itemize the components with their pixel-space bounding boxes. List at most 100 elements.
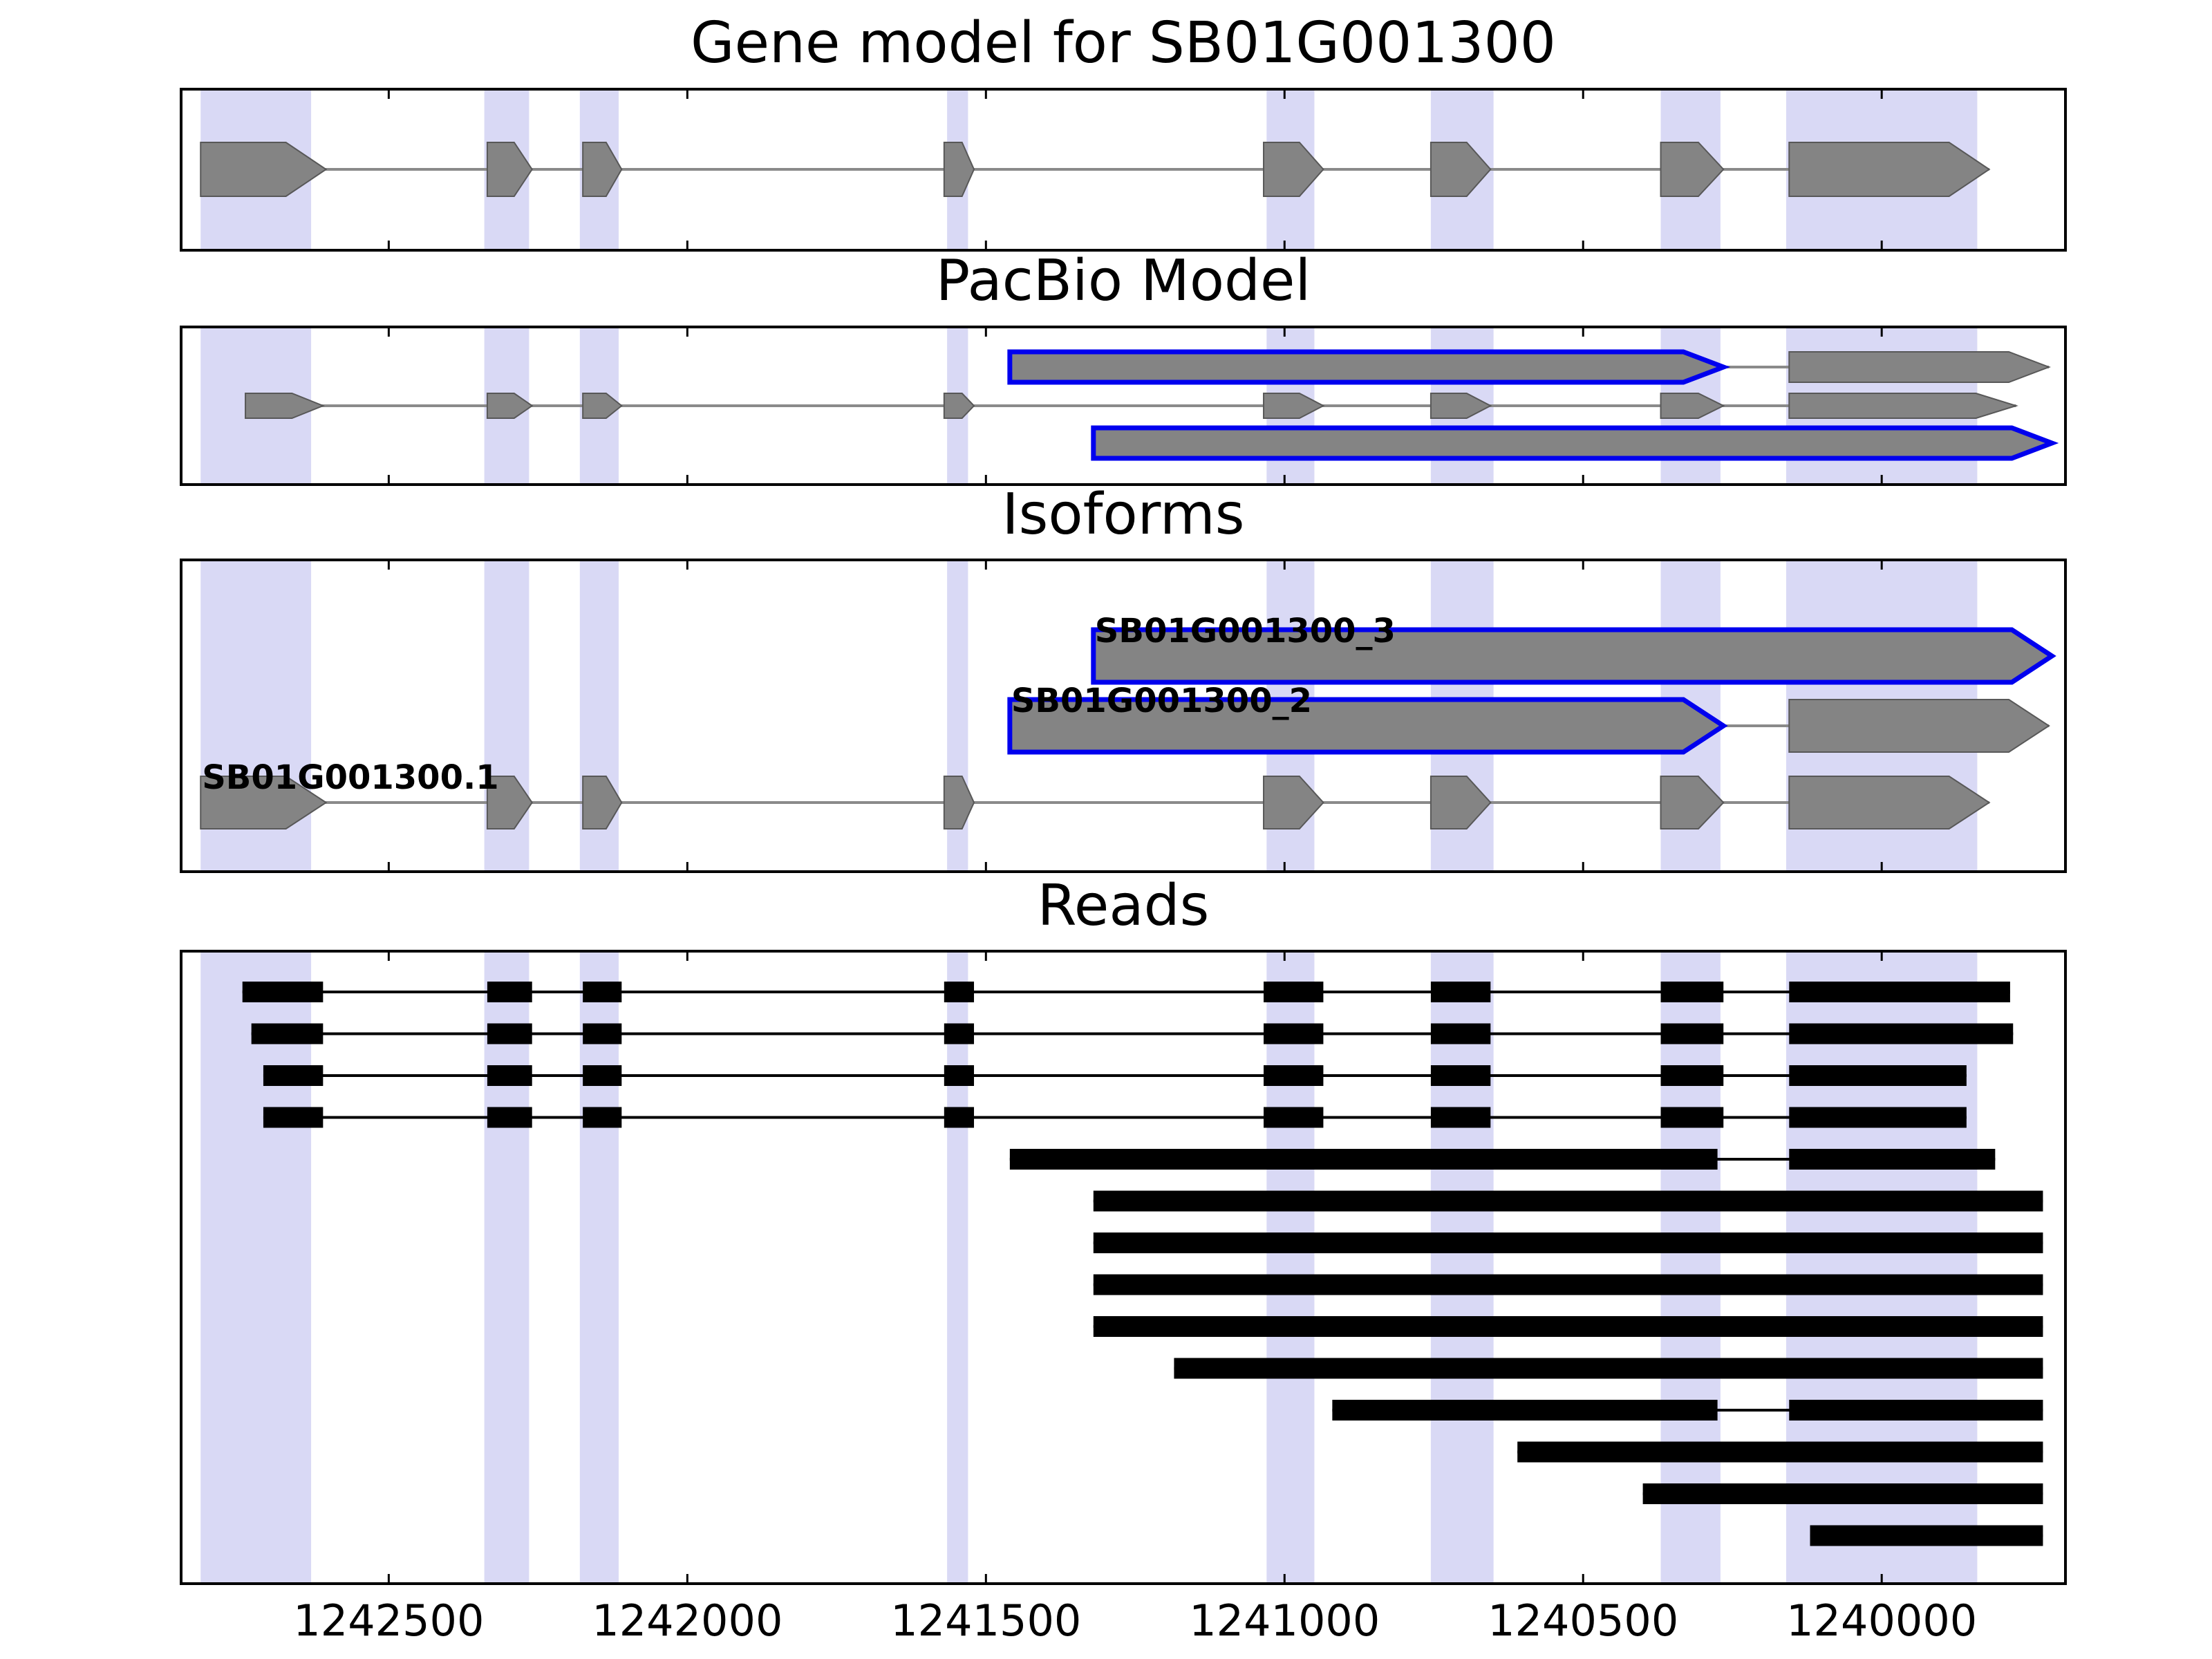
exon-highlight-band (579, 950, 619, 1585)
read-block (242, 982, 324, 1002)
exon-highlight-band (484, 950, 529, 1585)
exon-highlight-band (947, 950, 968, 1585)
exon (200, 142, 328, 197)
x-tick-label: 1241000 (1189, 1595, 1380, 1646)
read-block (1430, 1023, 1491, 1044)
exon (1263, 393, 1325, 419)
read-block (583, 1065, 622, 1086)
x-tick-label: 1242000 (592, 1595, 783, 1646)
read-block (263, 1107, 324, 1128)
exon (1430, 142, 1492, 197)
highlighted-exon (1091, 627, 2056, 685)
exon (1788, 776, 1991, 830)
read-block (1517, 1441, 2043, 1463)
read-block (1264, 1023, 1324, 1044)
read-block (1093, 1190, 2043, 1212)
reads-panel (180, 950, 2067, 1585)
exon-highlight-band (1785, 950, 1978, 1585)
read-block (1264, 1107, 1324, 1128)
read-block (1660, 1065, 1724, 1086)
isoform-label: SB01G001300_2 (1011, 682, 1312, 720)
exon (943, 393, 975, 419)
exon (1788, 393, 2018, 419)
panel-title-gene-model: Gene model for SB01G001300 (691, 10, 1556, 76)
exon-highlight-band (1266, 950, 1315, 1585)
exon (943, 142, 975, 197)
read-block (487, 1065, 532, 1086)
read-block (1093, 1274, 2043, 1295)
exon (1660, 393, 1725, 419)
isoforms-panel (180, 559, 2067, 873)
x-tick-label: 1241500 (890, 1595, 1082, 1646)
read-block (1789, 982, 2010, 1002)
exon (1660, 776, 1725, 830)
exon (943, 776, 975, 830)
read-block (1789, 1023, 2014, 1044)
read-block (1430, 1107, 1491, 1128)
read-block (1264, 1065, 1324, 1086)
panel-title-pacbio-model: PacBio Model (935, 248, 1311, 314)
read-block (1093, 1316, 2043, 1337)
reads-canvas (180, 950, 2067, 1585)
x-tick-label: 1240500 (1488, 1595, 1679, 1646)
exon (200, 776, 328, 830)
read-block (1642, 1483, 2043, 1504)
read-block (583, 1023, 622, 1044)
panel-title-isoforms: Isoforms (1002, 482, 1245, 547)
exon (582, 776, 623, 830)
exon (245, 393, 326, 419)
exon (582, 393, 623, 419)
read-block (1660, 1023, 1724, 1044)
x-tick-label: 1242500 (293, 1595, 485, 1646)
exon (582, 142, 623, 197)
exon (486, 142, 533, 197)
read-block (1810, 1525, 2043, 1546)
read-block (1789, 1107, 1967, 1128)
read-block (263, 1065, 324, 1086)
read-block (1430, 982, 1491, 1002)
isoform-label: SB01G001300_3 (1094, 612, 1396, 650)
exon (1660, 142, 1725, 197)
read-block (944, 1065, 975, 1086)
highlighted-exon (1007, 697, 1728, 755)
exon (1430, 776, 1492, 830)
read-block (944, 1023, 975, 1044)
exon (1263, 142, 1324, 197)
exon (1263, 776, 1324, 830)
exon (486, 393, 534, 419)
read-block (1264, 982, 1324, 1002)
read-block (1789, 1400, 2043, 1421)
highlighted-exon (1007, 349, 1731, 385)
exon-highlight-band (200, 950, 312, 1585)
read-block (251, 1023, 324, 1044)
highlighted-exon (1091, 425, 2059, 461)
panel-border (180, 326, 2067, 486)
read-block (944, 982, 975, 1002)
pacbio-model-panel (180, 326, 2067, 486)
read-block (1789, 1065, 1967, 1086)
exon (1788, 142, 1991, 197)
read-block (583, 1107, 622, 1128)
exon-highlight-band (1430, 950, 1494, 1585)
exon (1788, 351, 2051, 383)
x-tick-label: 1240000 (1786, 1595, 1978, 1646)
isoforms-canvas (180, 559, 2067, 873)
exon (486, 776, 533, 830)
x-axis-tick-labels: 1242500 1242000 1241500 1241000 1240500 12400… (0, 1595, 2212, 1658)
read-block (1430, 1065, 1491, 1086)
read-block (487, 982, 532, 1002)
read-block (1174, 1358, 2043, 1379)
panel-border (180, 559, 2067, 873)
read-block (1789, 1149, 1996, 1170)
read-block (1660, 1107, 1724, 1128)
read-block (944, 1107, 975, 1128)
read-block (1660, 982, 1724, 1002)
pacbio-model-canvas (180, 326, 2067, 486)
panel-border (180, 88, 2067, 252)
gene-model-canvas (180, 88, 2067, 252)
panel-title-reads: Reads (1037, 873, 1210, 939)
read-block (1009, 1149, 1718, 1170)
read-block (583, 982, 622, 1002)
exon (1788, 699, 2050, 753)
